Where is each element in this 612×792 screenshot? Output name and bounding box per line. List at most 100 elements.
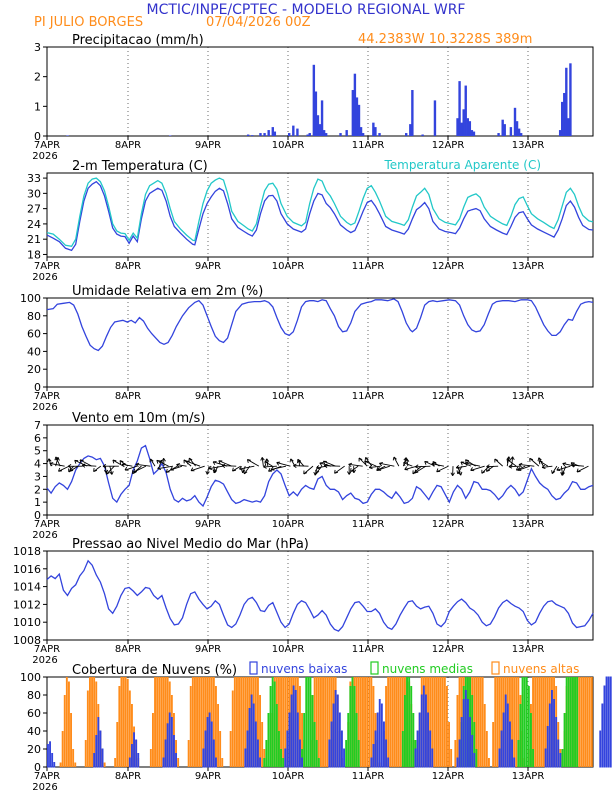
cloud-high-bar xyxy=(261,722,264,767)
wind-arrow-head xyxy=(364,457,369,461)
wind-series-line xyxy=(46,444,594,508)
cloud-high-bar xyxy=(198,677,201,767)
wind-arrow-head xyxy=(208,465,213,470)
temp-xtick-label: 11APR xyxy=(352,261,385,272)
cloud-high-bar xyxy=(458,677,461,767)
wind-arrow-head xyxy=(364,460,369,465)
wind-arrow xyxy=(206,466,210,475)
wind-arrow xyxy=(506,459,517,467)
cloud-high-bar xyxy=(532,677,534,767)
cloud-low-bar xyxy=(418,712,421,768)
cloud-low-bar xyxy=(502,712,505,768)
wind-ytick-label: 6 xyxy=(34,432,41,445)
precip-bar xyxy=(519,133,523,136)
wind-arrow-head xyxy=(424,460,429,465)
cloud-mid-bar xyxy=(521,677,524,767)
cloud-high-bar xyxy=(194,677,196,767)
pressure-year-label: 2026 xyxy=(32,655,57,666)
rh-xtick-label: 12APR xyxy=(432,391,465,402)
precip-bar xyxy=(246,134,250,136)
cloud-high-bar xyxy=(391,677,394,767)
wind-arrow xyxy=(412,465,422,475)
cloud-low-bar xyxy=(292,685,295,768)
wind-arrow-head xyxy=(297,458,302,463)
cloud-high-bar xyxy=(246,677,249,767)
cloud-low-bar xyxy=(416,730,419,768)
clouds-panel: 0 20 40 60 80 100 7APR 8APR 9APR 10APR 11APR 12APR 1… xyxy=(20,661,612,792)
cloud-high-bar xyxy=(357,677,360,767)
wind-arrow-head xyxy=(102,464,107,469)
rh-year-label: 2026 xyxy=(32,402,57,413)
header-location: PI JULIO BORGES xyxy=(34,15,143,30)
pressure-ytick-label: 1018 xyxy=(13,545,41,558)
wind-arrow xyxy=(55,456,61,467)
cloud-low-bar xyxy=(607,676,610,768)
cloud-low-bar xyxy=(559,753,562,768)
cloud-high-bar xyxy=(91,677,93,767)
cloud-high-bar xyxy=(229,731,232,767)
cloud-high-bar xyxy=(515,677,518,767)
wind-arrow xyxy=(150,458,156,467)
pressure-ytick-label: 1012 xyxy=(13,598,41,611)
cloud-high-bar xyxy=(156,677,159,767)
cloud-mid-bar xyxy=(523,677,526,767)
cloud-high-bar xyxy=(324,677,327,767)
wind-arrow-head xyxy=(571,463,575,468)
wind-arrow-head xyxy=(481,469,486,474)
wind-arrow xyxy=(414,465,427,474)
cloud-high-bar xyxy=(217,704,219,767)
cloud-high-bar xyxy=(429,677,432,767)
precip-bar xyxy=(324,133,328,136)
pressure-ytick-label: 1010 xyxy=(13,616,41,629)
cloud-high-bar xyxy=(126,678,129,767)
wind-arrow-head xyxy=(538,460,543,465)
cloud-mid-bar xyxy=(410,686,413,767)
wind-ytick-label: 2 xyxy=(34,483,41,496)
wind-arrow xyxy=(542,465,553,468)
cloud-high-bar xyxy=(70,713,72,767)
precip-bar xyxy=(66,135,69,136)
wind-arrow-head xyxy=(270,466,275,471)
temp-xtick-label: 8APR xyxy=(115,261,141,272)
precip-ytick-label: 2 xyxy=(34,71,41,84)
pressure-xtick-label: 7APR xyxy=(34,644,60,655)
cloud-high-bar xyxy=(481,677,484,767)
cloud-low-bar xyxy=(427,712,429,768)
wind-arrow xyxy=(232,465,241,472)
cloud-high-bar xyxy=(284,677,287,767)
wind-arrow-head xyxy=(268,467,273,472)
precip-bar xyxy=(320,100,324,136)
wind-arrow xyxy=(494,458,503,467)
wind-arrow-head xyxy=(135,462,140,468)
precip-bar xyxy=(263,133,266,136)
cloud-low-bar xyxy=(212,739,215,768)
wind-arrow xyxy=(124,465,138,471)
cloud-high-bar xyxy=(59,762,62,767)
cloud-high-bar xyxy=(238,677,240,767)
wind-arrow xyxy=(377,465,390,471)
wind-arrow xyxy=(464,462,481,467)
cloud-high-bar xyxy=(580,677,583,767)
cloud-low-bar xyxy=(128,757,131,768)
cloud-high-bar xyxy=(320,677,322,767)
cloud-high-bar xyxy=(448,722,450,767)
cloud-mid-bar xyxy=(412,713,415,767)
precip-bar xyxy=(411,90,414,136)
cloud-high-bar xyxy=(439,677,442,767)
precip-bar xyxy=(339,133,342,136)
cloud-mid-bar xyxy=(576,677,579,767)
wind-arrow xyxy=(293,465,309,467)
cloud-high-bar xyxy=(385,686,387,767)
cloud-high-bar xyxy=(95,681,98,767)
precip-bar xyxy=(567,118,570,136)
wind-arrow-head xyxy=(260,457,265,461)
cloud-high-bar xyxy=(72,749,75,767)
cloud-high-bar xyxy=(578,677,581,767)
cloud-high-bar xyxy=(221,758,224,767)
rh-xtick-label: 8APR xyxy=(115,391,141,402)
precip-bar xyxy=(501,119,504,136)
cloud-low-bar xyxy=(343,748,345,768)
cloud-low-bar xyxy=(601,703,604,768)
precip-xtick-label: 8APR xyxy=(115,140,141,151)
cloud-mid-bar xyxy=(473,722,476,767)
